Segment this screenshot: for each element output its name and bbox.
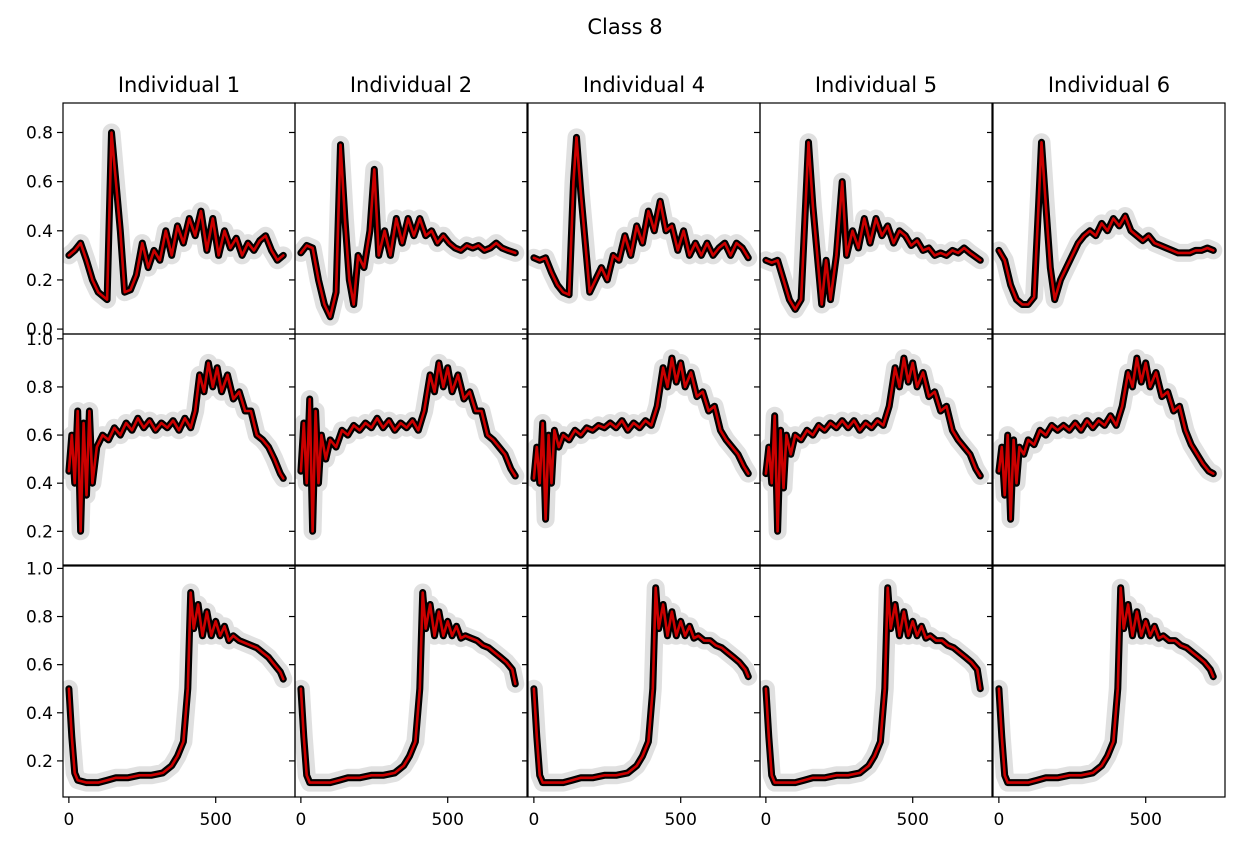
y-tick-label: 0.8 (26, 123, 53, 143)
y-tick-label: 0.6 (26, 173, 53, 193)
axes-frame (992, 565, 1226, 798)
mean-line (299, 361, 517, 533)
panel-grid: Individual 1 Individual 2 Individual 4 Indi… (26, 73, 1226, 830)
y-tick-label: 1.0 (26, 559, 53, 579)
y-tick-label: 0.0 (26, 320, 53, 340)
figure-title: Class 8 (587, 15, 662, 39)
column-title: Individual 1 (118, 73, 240, 97)
x-tick-label: 0 (528, 810, 539, 830)
sample-spread (63, 353, 293, 541)
sample-spread (528, 128, 758, 304)
subplot: 0 500 (754, 565, 993, 830)
mean-line (67, 131, 285, 301)
x-tick-label: 500 (431, 810, 463, 830)
y-tick-label: 0.4 (26, 474, 53, 494)
x-tick-label: 0 (993, 810, 1004, 830)
subplot: 0.2 0.4 0.6 0.8 1.0 0 500 (26, 559, 296, 830)
subplot: 0.2 0.4 0.6 0.8 1.0 (26, 330, 296, 566)
y-tick-label: 0.8 (26, 378, 53, 398)
x-tick-label: 500 (1129, 810, 1161, 830)
subplot (289, 102, 528, 335)
mean-line (299, 591, 517, 784)
mean-line (532, 136, 750, 296)
mean-line (997, 586, 1215, 784)
y-tick-label: 0.8 (26, 608, 53, 628)
subplot (522, 333, 761, 566)
subplot: 0 500 (987, 565, 1226, 830)
mean-line (67, 591, 285, 784)
subplot (289, 333, 528, 566)
y-tick-label: 0.6 (26, 426, 53, 446)
y-tick-label: 0.2 (26, 271, 53, 291)
x-tick-label: 500 (896, 810, 928, 830)
sample-lines (65, 589, 287, 787)
mean-line (764, 356, 982, 533)
axes-frame (992, 333, 1226, 566)
subplot (987, 102, 1226, 335)
subplot (987, 333, 1226, 566)
mean-line (764, 586, 982, 784)
subplot (754, 102, 993, 335)
mean-line (997, 141, 1215, 306)
mean-line (532, 356, 750, 521)
axes-frame (294, 333, 528, 566)
x-tick-label: 500 (199, 810, 231, 830)
y-tick-label: 0.6 (26, 656, 53, 676)
y-tick-label: 0.4 (26, 222, 53, 242)
y-tick-label: 0.2 (26, 752, 53, 772)
column-title: Individual 6 (1048, 73, 1170, 97)
sample-spread (760, 349, 990, 541)
axes-frame (759, 333, 993, 566)
sample-lines (297, 589, 519, 787)
sample-lines (530, 584, 752, 787)
subplot (754, 333, 993, 566)
x-tick-label: 0 (295, 810, 306, 830)
y-tick-label: 0.2 (26, 522, 53, 542)
mean-line (532, 586, 750, 784)
y-tick-label: 0.4 (26, 704, 53, 724)
x-tick-label: 0 (760, 810, 771, 830)
column-title: Individual 2 (350, 73, 472, 97)
subplot: 0 500 (522, 565, 761, 830)
axes-frame (759, 565, 993, 798)
subplot: 0.0 0.2 0.4 0.6 0.8 (26, 102, 296, 340)
mean-line (299, 143, 517, 319)
mean-line (764, 141, 982, 311)
y-tick-label: 1.0 (26, 330, 53, 350)
sample-lines (297, 359, 519, 535)
subplot: 0 500 (289, 565, 528, 830)
mean-line (67, 361, 285, 533)
sample-lines (995, 584, 1217, 787)
column-title: Individual 4 (583, 73, 705, 97)
subplot (522, 102, 761, 335)
x-tick-label: 500 (664, 810, 696, 830)
x-tick-label: 0 (63, 810, 74, 830)
column-title: Individual 5 (815, 73, 937, 97)
mean-line (997, 356, 1215, 521)
sample-lines (762, 584, 984, 787)
axes-frame (294, 565, 528, 798)
sample-spread (63, 123, 293, 309)
